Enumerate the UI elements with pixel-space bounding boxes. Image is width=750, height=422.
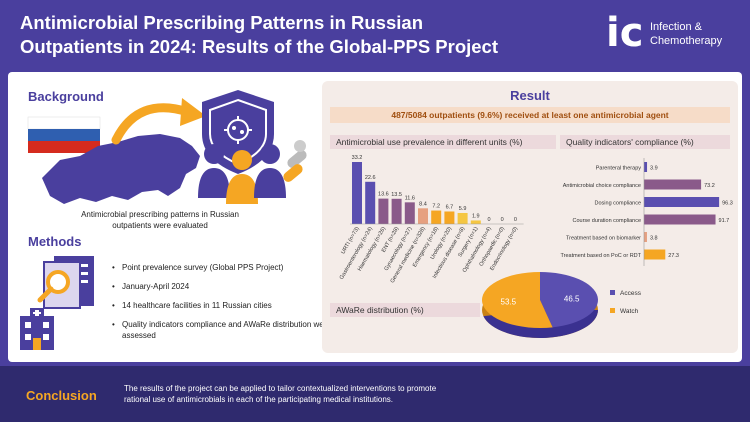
hospital-building-icon <box>20 308 54 350</box>
legend-swatch-access <box>610 290 615 295</box>
prevalence-bar <box>431 210 442 224</box>
caption-line-1: Antimicrobial prescribing patterns in Ru… <box>81 210 239 219</box>
russia-flag-icon <box>27 116 101 153</box>
quality-category-label: Dosing compliance <box>595 201 641 207</box>
pie-value-label: 46.5 <box>564 294 580 303</box>
prevalence-value-label: 22.6 <box>365 175 376 181</box>
methods-item: 14 healthcare facilities in 11 Russian c… <box>112 300 332 311</box>
quality-category-label: Parenteral therapy <box>596 166 641 172</box>
quality-value-label: 3.8 <box>650 236 658 242</box>
quality-category-label: Treatment based on biomarker <box>566 236 641 242</box>
logo-line-2: Chemotherapy <box>650 35 723 47</box>
pills-icon <box>283 140 307 182</box>
pie-value-label: 53.5 <box>501 298 517 307</box>
background-title: Background <box>28 89 104 104</box>
methods-item: January-April 2024 <box>112 281 332 292</box>
prevalence-value-label: 13.5 <box>391 192 402 198</box>
methods-illustration <box>20 256 94 350</box>
legend-label-access: Access <box>620 290 642 297</box>
methods-title: Methods <box>28 234 82 249</box>
prevalence-bar <box>418 208 428 224</box>
conclusion-line-1: The results of the project can be applie… <box>124 384 437 393</box>
prevalence-bar <box>391 198 402 224</box>
quality-value-label: 3.9 <box>650 166 658 172</box>
conclusion-title: Conclusion <box>26 388 97 403</box>
conclusion-line-2: rational use of antimicrobials in each o… <box>124 395 394 404</box>
document-search-icon <box>37 256 94 309</box>
pie-slice-access <box>540 272 598 328</box>
caption-line-2: outpatients were evaluated <box>112 221 208 230</box>
legend-swatch-watch <box>610 308 615 313</box>
logo-line-1: Infection & <box>650 21 702 33</box>
prevalence-value-label: 1.9 <box>472 213 480 219</box>
legend-label-watch: Watch <box>620 308 639 315</box>
quality-bar <box>644 214 716 225</box>
prevalence-bar <box>378 198 389 224</box>
pie-slice-watch <box>481 272 553 328</box>
curved-arrow-icon <box>111 103 193 145</box>
prevalence-value-label: 7.2 <box>432 204 440 210</box>
prevalence-bar <box>470 220 481 224</box>
aware-pie-chart: 46.5 53.5 Access Watch <box>481 272 642 338</box>
background-illustration <box>27 90 307 204</box>
prevalence-bar <box>444 211 455 224</box>
prevalence-bar <box>404 202 415 224</box>
prevalence-value-label: 11.6 <box>405 195 415 201</box>
quality-value-label: 27.3 <box>668 253 679 259</box>
journal-logo-mark: ic <box>606 10 644 56</box>
prevalence-value-label: 5.9 <box>459 206 467 212</box>
conclusion-banner: Conclusion The results of the project ca… <box>0 366 750 422</box>
methods-item: Point prevalence survey (Global PPS Proj… <box>112 262 332 273</box>
result-banner: 487/5084 outpatients (9.6%) received at … <box>330 107 730 123</box>
header-banner: Antimicrobial Prescribing Patterns in Ru… <box>0 0 750 70</box>
prevalence-value-label: 8.4 <box>419 201 427 207</box>
title-line-2: Outpatients in 2024: Results of the Glob… <box>20 36 499 57</box>
prevalence-value-label: 33.2 <box>352 155 363 161</box>
prevalence-value-label: 0 <box>487 217 490 223</box>
methods-item: Quality indicators compliance and AWaRe … <box>112 319 332 341</box>
quality-bar <box>644 162 648 172</box>
prevalence-bar <box>365 181 376 224</box>
quality-bar <box>644 232 647 242</box>
prevalence-bar <box>352 162 362 224</box>
prevalence-value-label: 6.7 <box>446 204 454 210</box>
prevalence-value-label: 0 <box>514 217 517 223</box>
quality-category-label: Antimicrobial choice compliance <box>563 183 641 189</box>
result-title: Result <box>510 88 550 103</box>
quality-bar <box>644 179 702 190</box>
page-title: Antimicrobial Prescribing Patterns in Ru… <box>20 11 580 59</box>
quality-bar <box>644 249 666 260</box>
journal-logo-text: Infection & Chemotherapy <box>650 20 722 48</box>
quality-value-label: 96.3 <box>722 201 733 207</box>
aware-chart-title: AWaRe distribution (%) <box>330 303 480 317</box>
russia-map-icon <box>42 134 200 204</box>
methods-list: Point prevalence survey (Global PPS Proj… <box>112 262 332 349</box>
quality-value-label: 91.7 <box>719 218 730 224</box>
patients-group-icon <box>198 144 286 204</box>
prevalence-value-label: 13.6 <box>378 192 389 198</box>
title-line-1: Antimicrobial Prescribing Patterns in Ru… <box>20 12 423 33</box>
prevalence-chart-title: Antimicrobial use prevalence in differen… <box>330 135 556 149</box>
conclusion-text: The results of the project can be applie… <box>124 383 564 405</box>
quality-value-label: 73.2 <box>704 183 715 189</box>
quality-bar <box>644 197 720 207</box>
quality-bar-chart: Parenteral therapy 3.9 Antimicrobial choic… <box>561 158 733 266</box>
background-caption: Antimicrobial prescribing patterns in Ru… <box>40 209 280 231</box>
quality-category-label: Course duration compliance <box>573 218 641 224</box>
prevalence-value-label: 0 <box>501 217 504 223</box>
quality-category-label: Treatment based on PoC or RDT <box>561 253 642 259</box>
prevalence-bar <box>457 212 468 224</box>
quality-chart-title: Quality indicators' compliance (%) <box>560 135 730 149</box>
